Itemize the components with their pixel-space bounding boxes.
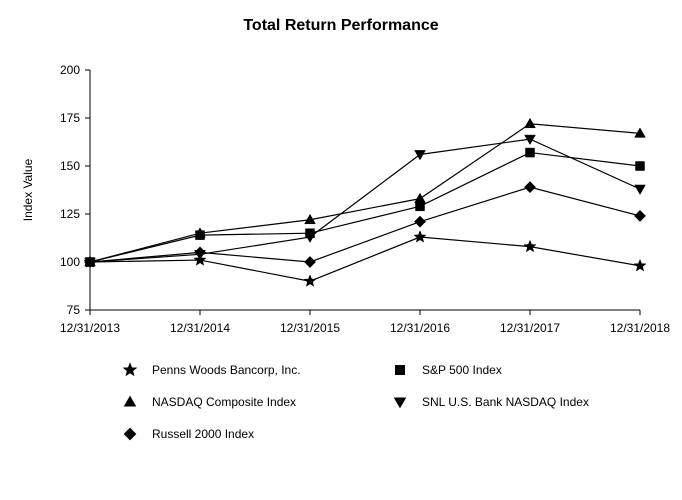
series-marker xyxy=(194,247,205,258)
x-tick-label: 12/31/2018 xyxy=(610,321,670,335)
series-marker xyxy=(304,275,316,286)
y-axis-label: Index Value xyxy=(21,158,35,221)
series-marker xyxy=(524,240,536,251)
x-tick-label: 12/31/2016 xyxy=(390,321,450,335)
series-marker xyxy=(525,118,536,127)
series-marker xyxy=(634,210,645,221)
total-return-chart: Total Return Performance Index Value 75 100… xyxy=(0,0,682,500)
series-marker xyxy=(524,181,535,192)
legend-label: SNL U.S. Bank NASDAQ Index xyxy=(422,395,589,409)
legend-marker xyxy=(124,364,136,375)
series-line xyxy=(90,153,640,262)
y-tick-label: 125 xyxy=(60,207,80,221)
chart-title: Total Return Performance xyxy=(243,17,438,34)
legend-marker xyxy=(395,398,406,407)
x-tick-label: 12/31/2014 xyxy=(170,321,230,335)
series-marker xyxy=(415,150,426,159)
series-marker xyxy=(636,162,645,171)
series-marker xyxy=(526,148,535,157)
legend-label: Russell 2000 Index xyxy=(152,427,254,441)
y-tick-label: 100 xyxy=(60,255,80,269)
chart-svg: Total Return Performance Index Value 75 100… xyxy=(0,0,682,500)
x-tick-label: 12/31/2017 xyxy=(500,321,560,335)
series-marker xyxy=(635,185,646,194)
series-marker xyxy=(634,260,646,271)
legend-marker xyxy=(125,397,136,406)
series-marker xyxy=(416,202,425,211)
series-marker xyxy=(415,193,426,202)
y-tick-label: 150 xyxy=(60,159,80,173)
series-line xyxy=(90,237,640,281)
y-tick-label: 175 xyxy=(60,111,80,125)
legend-marker xyxy=(124,428,135,439)
legend-label: Penns Woods Bancorp, Inc. xyxy=(152,363,301,377)
series-line xyxy=(90,187,640,262)
y-tick-label: 200 xyxy=(60,63,80,77)
legend-label: S&P 500 Index xyxy=(422,363,502,377)
x-tick-label: 12/31/2013 xyxy=(60,321,120,335)
y-tick-label: 75 xyxy=(67,303,81,317)
series-marker xyxy=(304,256,315,267)
legend-label: NASDAQ Composite Index xyxy=(152,395,296,409)
legend-marker xyxy=(396,366,405,375)
series-marker xyxy=(414,216,425,227)
series-line xyxy=(90,139,640,262)
series-marker xyxy=(414,231,426,242)
x-tick-label: 12/31/2015 xyxy=(280,321,340,335)
